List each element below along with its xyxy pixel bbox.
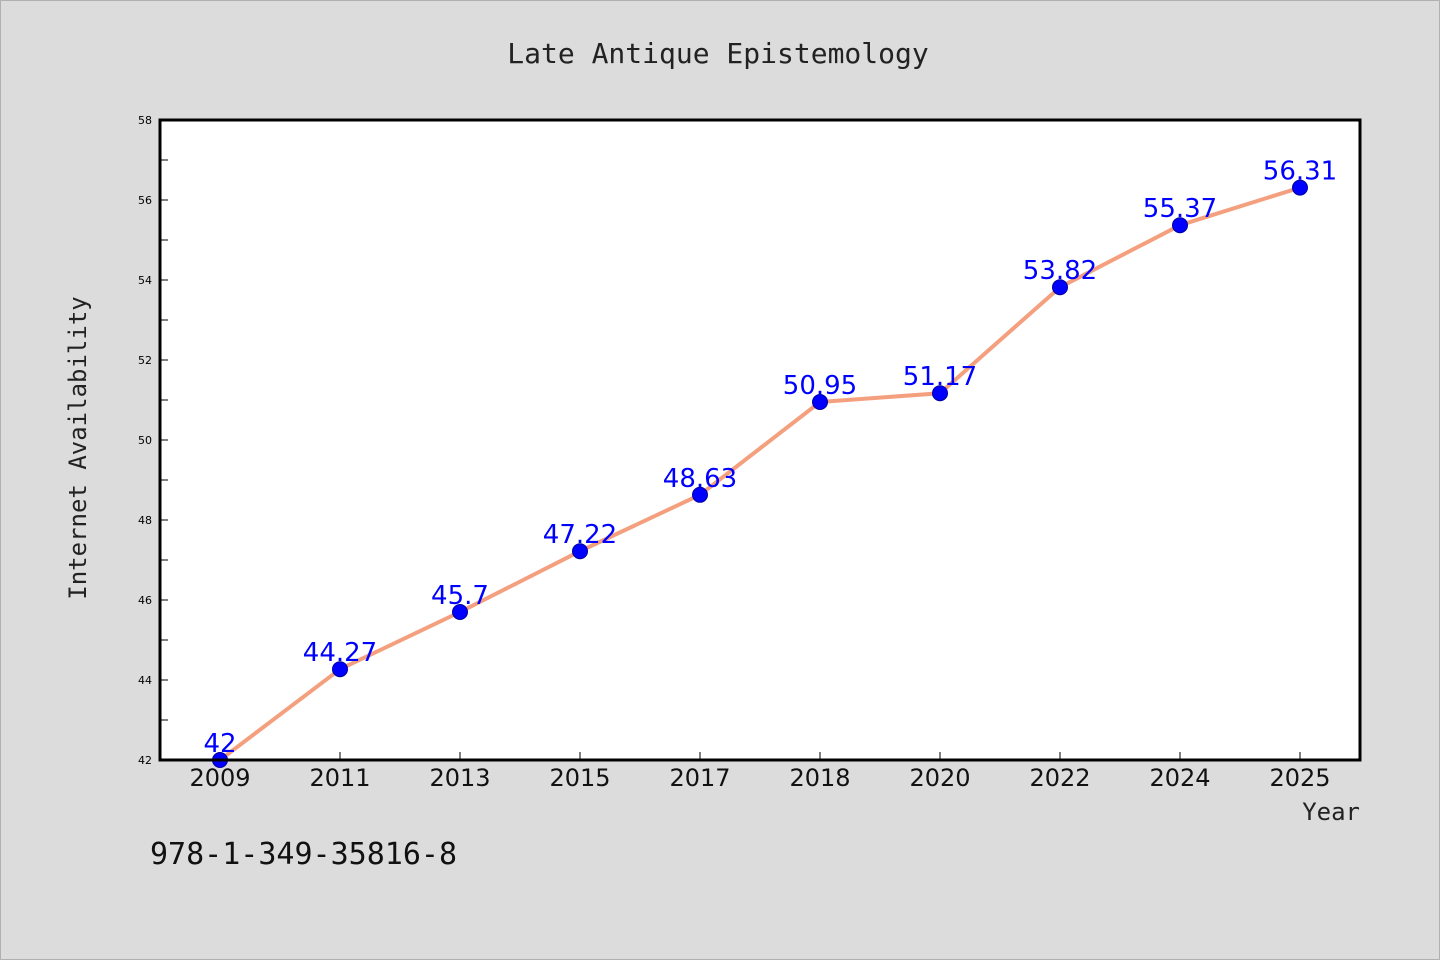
y-tick-label: 44 — [138, 674, 152, 687]
data-label: 47.22 — [543, 520, 617, 550]
x-tick-label: 2013 — [429, 764, 490, 792]
y-axis-label: Internet Availability — [64, 296, 92, 599]
y-tick-label: 42 — [138, 754, 152, 767]
data-point — [332, 661, 348, 678]
data-label: 50.95 — [783, 371, 857, 401]
data-point — [812, 394, 828, 410]
x-tick-label: 2025 — [1269, 764, 1330, 792]
chart-title: Late Antique Epistemology — [507, 37, 928, 70]
data-point — [1052, 279, 1068, 296]
x-tick-label: 2018 — [789, 764, 850, 792]
x-tick-label: 2015 — [549, 764, 610, 792]
x-tick-label: 2017 — [669, 764, 730, 792]
y-tick-label: 50 — [138, 434, 152, 447]
data-label: 45.7 — [431, 581, 489, 611]
y-tick-label: 46 — [138, 594, 152, 607]
y-tick-label: 56 — [138, 194, 152, 207]
y-tick-label: 54 — [138, 274, 152, 287]
data-point — [692, 486, 708, 503]
x-tick-label: 2009 — [189, 764, 250, 792]
data-label: 56.31 — [1263, 157, 1337, 187]
data-label: 48.63 — [663, 464, 737, 494]
x-tick-label: 2024 — [1149, 764, 1210, 792]
data-label: 51.17 — [903, 362, 977, 392]
y-tick-label: 48 — [138, 514, 152, 527]
y-axis: 42 44 46 48 50 52 54 56 58 — [138, 114, 168, 767]
plot-frame — [158, 118, 1362, 762]
data-point — [572, 543, 588, 560]
plot-area — [160, 120, 1360, 760]
x-tick-label: 2022 — [1029, 764, 1090, 792]
data-label: 44.27 — [303, 638, 377, 668]
data-label: 53.82 — [1023, 256, 1097, 286]
data-label: 55.37 — [1143, 194, 1217, 224]
data-labels: 42 44.27 45.7 47.22 48.63 50.95 51.17 53.82 55.3… — [203, 157, 1337, 759]
isbn-text: 978-1-349-35816-8 — [150, 837, 457, 872]
data-point — [1292, 179, 1308, 196]
x-axis-label: Year — [1302, 798, 1360, 826]
data-point — [932, 385, 948, 402]
data-point — [452, 604, 468, 620]
data-label: 42 — [203, 729, 236, 759]
y-tick-label: 58 — [138, 114, 152, 127]
data-markers — [212, 179, 1308, 768]
x-tick-label: 2011 — [309, 764, 370, 792]
data-point — [1172, 217, 1188, 234]
x-tick-label: 2020 — [909, 764, 970, 792]
y-tick-label: 52 — [138, 354, 152, 367]
series-line — [218, 185, 1301, 762]
x-axis: 2009 2011 2013 2015 2017 2018 2020 2022 2024 2025 — [189, 752, 1331, 792]
